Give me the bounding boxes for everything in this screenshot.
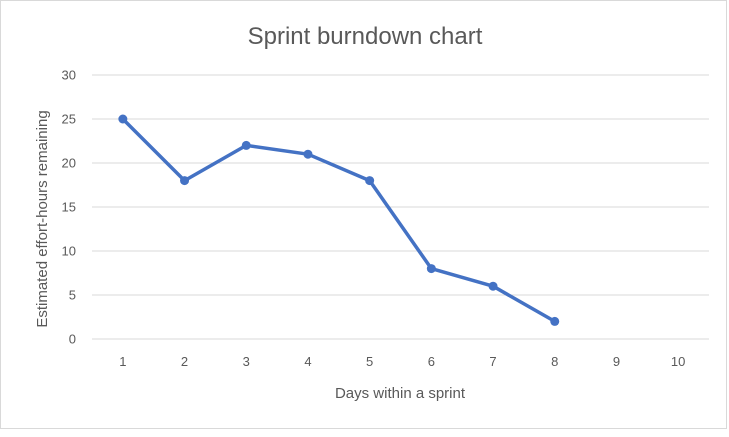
y-axis-label: Estimated effort-hours remaining: [34, 110, 51, 327]
chart-frame: [0, 0, 727, 429]
y-tick-label: 15: [62, 200, 76, 215]
y-tick-label: 20: [62, 156, 76, 171]
y-tick-label: 0: [69, 332, 76, 347]
y-tick-label: 10: [62, 244, 76, 259]
series-layer: [118, 114, 560, 326]
gridlines: [92, 74, 709, 340]
x-tick-label: 2: [181, 354, 188, 369]
chart-title: Sprint burndown chart: [248, 23, 483, 50]
y-axis-ticks: 0 5 10 15 20 25 30: [62, 68, 76, 347]
data-point: [118, 114, 128, 124]
data-point: [488, 281, 498, 291]
data-point: [550, 316, 560, 326]
x-tick-label: 6: [428, 354, 435, 369]
x-tick-label: 9: [613, 354, 620, 369]
data-point: [180, 176, 190, 186]
x-tick-label: 10: [671, 354, 685, 369]
x-tick-label: 3: [243, 354, 250, 369]
y-tick-label: 30: [62, 68, 76, 83]
x-axis-ticks: 1 2 3 4 5 6 7 8 9 10: [119, 354, 685, 369]
data-point: [365, 176, 375, 186]
data-point: [426, 264, 436, 274]
x-tick-label: 4: [304, 354, 311, 369]
x-tick-label: 5: [366, 354, 373, 369]
x-tick-label: 1: [119, 354, 126, 369]
y-tick-label: 5: [69, 288, 76, 303]
x-tick-label: 7: [489, 354, 496, 369]
x-tick-label: 8: [551, 354, 558, 369]
x-axis-label: Days within a sprint: [335, 385, 466, 402]
y-tick-label: 25: [62, 112, 76, 127]
series-line: [121, 117, 557, 324]
data-point: [241, 140, 251, 150]
data-point: [303, 149, 313, 159]
